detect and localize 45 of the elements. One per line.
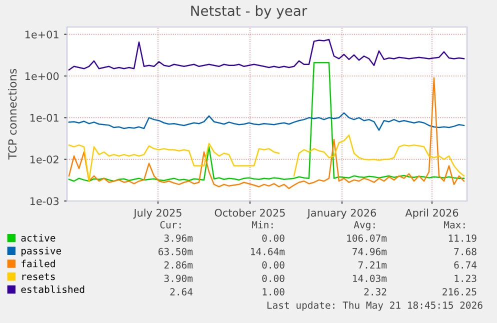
legend-label: active bbox=[21, 234, 56, 242]
text: 2.86m bbox=[164, 261, 193, 269]
x-tick-label: October 2025 bbox=[214, 208, 285, 217]
text: 1.23 bbox=[454, 274, 476, 282]
x-tick-label: April 2026 bbox=[405, 208, 458, 219]
legend-label: established bbox=[21, 285, 84, 294]
text: 0.00 bbox=[262, 261, 284, 269]
line-series bbox=[68, 38, 465, 71]
x-tick-label: July 2025 bbox=[133, 208, 182, 219]
chart-title: Netstat - by year bbox=[191, 5, 308, 19]
y-tick-label: 1e+00 bbox=[25, 72, 59, 80]
text: 63.50m bbox=[158, 248, 193, 256]
x-tick-label: January 2026 bbox=[306, 208, 376, 219]
text: 3.90m bbox=[164, 274, 193, 282]
text: 6.74 bbox=[454, 261, 477, 269]
y-axis-title: TCP connections bbox=[8, 68, 17, 160]
text: Max: bbox=[444, 221, 465, 228]
text: 7.68 bbox=[454, 248, 476, 256]
text: 1.00 bbox=[262, 288, 284, 296]
legend-label: passive bbox=[22, 246, 62, 256]
line-series bbox=[68, 62, 465, 182]
text: Avg: bbox=[354, 221, 375, 230]
text: Min: bbox=[252, 220, 273, 228]
text: 14.64m bbox=[251, 248, 285, 256]
text: 14.03m bbox=[353, 274, 387, 282]
y-tick-label: 1e-02 bbox=[30, 156, 58, 164]
text: 216.25 bbox=[442, 288, 476, 296]
legend-label: failed bbox=[22, 260, 55, 268]
legend-label: resets bbox=[22, 273, 55, 280]
y-tick-label: 1e-03 bbox=[30, 197, 59, 206]
text: 74.96m bbox=[352, 248, 387, 256]
text: 2.64 bbox=[170, 288, 193, 296]
text: 11.19 bbox=[448, 234, 476, 242]
y-tick-label: 1e-01 bbox=[30, 114, 58, 122]
text: 3.96m bbox=[164, 234, 193, 242]
y-tick-label: 1e+01 bbox=[25, 30, 58, 38]
text: 0.00 bbox=[262, 234, 284, 242]
line-series bbox=[68, 112, 465, 131]
text: 7.21m bbox=[358, 261, 387, 269]
line-series bbox=[68, 77, 465, 190]
text: Last update: Thu May 21 18:45:15 2026 bbox=[267, 301, 482, 311]
text: 0.00 bbox=[262, 274, 284, 282]
text: Cur: bbox=[160, 221, 181, 228]
text: 2.32 bbox=[364, 288, 386, 296]
text: 106.07m bbox=[347, 234, 387, 242]
